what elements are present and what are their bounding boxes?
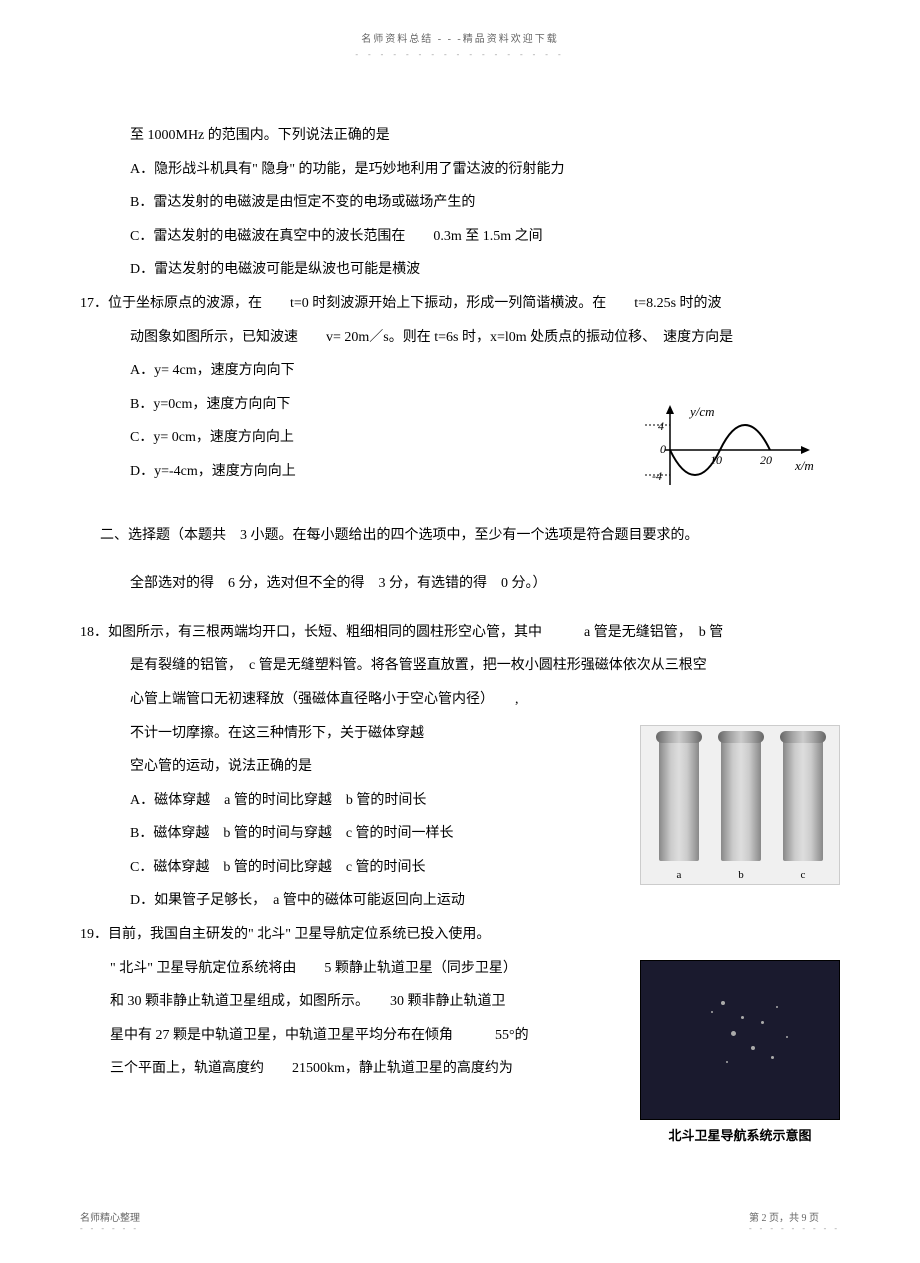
tube-a-label: a <box>659 869 699 881</box>
tube-b: b <box>721 736 761 861</box>
q18-stem2: 是有裂缝的铝管， c 管是无缝塑料管。将各管竖直放置，把一枚小圆柱形强磁体依次从… <box>80 649 840 683</box>
beidou-image <box>640 960 840 1120</box>
wave-chart: 4 -4 0 10 20 y/cm x/m <box>640 400 820 500</box>
tube-b-label: b <box>721 869 761 881</box>
footer-left: 名师精心整理 - - - - - - <box>80 1209 140 1233</box>
beidou-figure: 北斗卫星导航系统示意图 <box>640 960 840 1144</box>
q16-optA: A．隐形战斗机具有" 隐身" 的功能，是巧妙地利用了雷达波的衍射能力 <box>80 153 840 187</box>
q16-optC: C．雷达发射的电磁波在真空中的波长范围在 0.3m 至 1.5m 之间 <box>80 220 840 254</box>
q16-optB: B．雷达发射的电磁波是由恒定不变的电场或磁场产生的 <box>80 186 840 220</box>
wave-origin: 0 <box>660 442 666 456</box>
footer-left-dots: - - - - - - <box>80 1224 140 1233</box>
q17-optA: A．y= 4cm，速度方向向下 <box>80 354 840 388</box>
q17-stem2: 动图象如图所示，已知波速 v= 20m／s。则在 t=6s 时，x=l0m 处质… <box>80 321 840 355</box>
q18-optD: D．如果管子足够长， a 管中的磁体可能返回向上运动 <box>80 884 840 918</box>
section2-line1: 二、选择题（本题共 3 小题。在每小题给出的四个选项中，至少有一个选项是符合题目… <box>80 519 840 553</box>
footer-right-dots: - - - - - - - - - <box>749 1224 840 1233</box>
header-dots: - - - - - - - - - - - - - - - - - <box>80 50 840 59</box>
tubes-figure: a b c <box>640 725 840 885</box>
q16-line1: 至 1000MHz 的范围内。下列说法正确的是 <box>80 119 840 153</box>
footer-right: 第 2 页，共 9 页 - - - - - - - - - <box>749 1209 840 1233</box>
q18-stem1: 18．如图所示，有三根两端均开口，长短、粗细相同的圆柱形空心管，其中 a 管是无… <box>80 616 840 650</box>
tube-c: c <box>783 736 823 861</box>
footer-right-text: 第 2 页，共 9 页 <box>749 1209 840 1224</box>
q19-stem1: 19．目前，我国自主研发的" 北斗" 卫星导航定位系统已投入使用。 <box>80 918 840 952</box>
wave-y-label: y/cm <box>688 404 715 419</box>
wave-x-label: x/m <box>794 458 814 473</box>
main-content: 至 1000MHz 的范围内。下列说法正确的是 A．隐形战斗机具有" 隐身" 的… <box>80 119 840 1086</box>
header-title: 名师资料总结 - - -精品资料欢迎下载 <box>80 30 840 45</box>
q16-optD: D．雷达发射的电磁波可能是纵波也可能是横波 <box>80 253 840 287</box>
wave-y-neg4: -4 <box>652 469 662 483</box>
section2-line2: 全部选对的得 6 分，选对但不全的得 3 分，有选错的得 0 分。） <box>80 567 840 601</box>
q17-stem1: 17．位于坐标原点的波源，在 t=0 时刻波源开始上下振动，形成一列简谐横波。在… <box>80 287 840 321</box>
wave-x-20: 20 <box>760 453 772 467</box>
wave-y-4: 4 <box>658 419 664 433</box>
footer-left-text: 名师精心整理 <box>80 1209 140 1224</box>
beidou-caption: 北斗卫星导航系统示意图 <box>640 1125 840 1144</box>
tube-c-label: c <box>783 869 823 881</box>
q18-stem3: 心管上端管口无初速释放（强磁体直径略小于空心管内径） , <box>80 683 840 717</box>
tube-a: a <box>659 736 699 861</box>
